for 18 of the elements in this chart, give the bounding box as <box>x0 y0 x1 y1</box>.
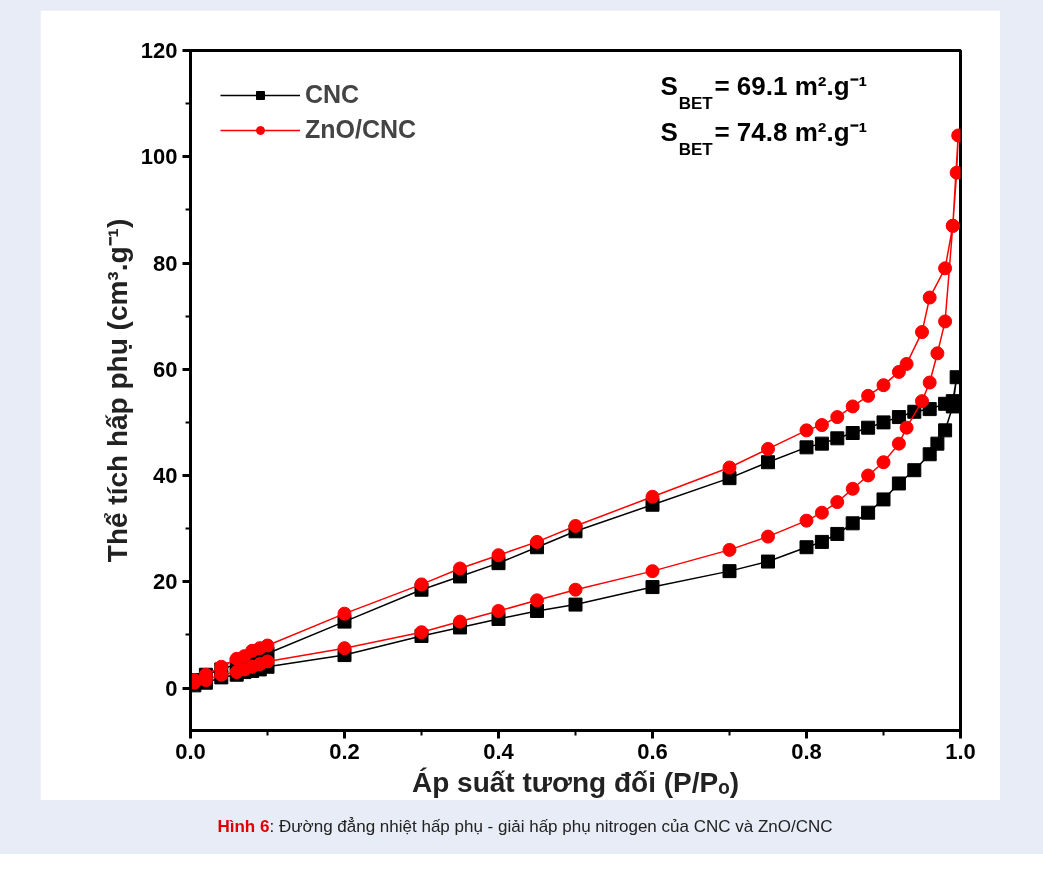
y-tick-label: 40 <box>153 463 178 488</box>
x-tick-label: 0.8 <box>791 738 822 764</box>
y-tick-label: 20 <box>153 569 178 595</box>
y-tick-label: 100 <box>140 144 178 170</box>
legend-label: ZnO/CNC <box>305 115 417 144</box>
x-tick-label: 0.2 <box>329 738 360 764</box>
text: Hình 6: Đường đẳng nhiệt hấp phụ - giải hấp phụ nitrogen của CNC và ZnO/CNC <box>217 816 833 838</box>
x-axis-title: Áp suất tương đối (P/Pₒ) <box>412 766 739 798</box>
y-tick-label: 80 <box>153 250 178 276</box>
y-tick-label: 120 <box>140 38 178 63</box>
x-tick-label: 0.0 <box>175 738 206 764</box>
legend-label: CNC <box>305 80 360 109</box>
y-tick-label: 60 <box>153 356 178 382</box>
y-axis-title: Thể tích hấp phụ (cm³.g⁻¹) <box>101 218 133 563</box>
x-tick-label: 1.0 <box>945 738 976 764</box>
y-tick-label: 0 <box>165 675 178 701</box>
x-tick-label: 0.4 <box>483 738 515 764</box>
x-tick-label: 0.6 <box>637 738 668 764</box>
